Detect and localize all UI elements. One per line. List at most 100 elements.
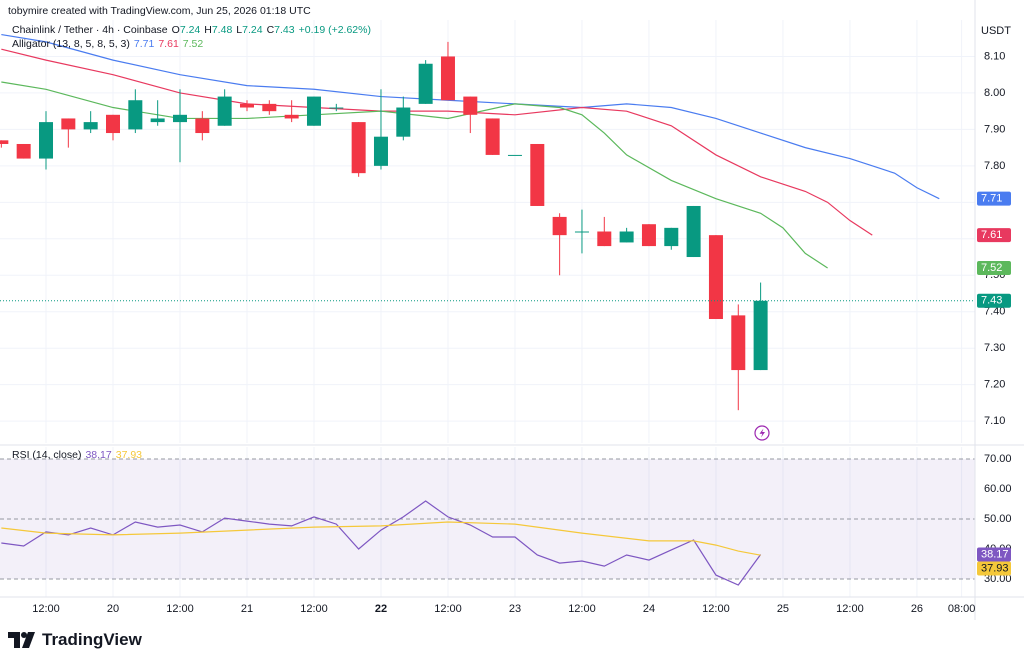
line-series [1, 48, 873, 236]
candle-body [753, 300, 768, 371]
price-tag-label: 38.17 [981, 548, 1009, 560]
price-tag-label: 7.43 [981, 295, 1002, 307]
ohlc-label: H [204, 24, 212, 36]
symbol-legend: Chainlink / Tether · 4h · Coinbase O7.24 H… [12, 24, 375, 36]
y-tick-label: 60.00 [984, 483, 1012, 495]
y-tick-label: 8.00 [984, 87, 1005, 99]
candle-body [128, 100, 143, 130]
ohlc-value: 7.24 [179, 24, 201, 36]
price-tag [977, 293, 1011, 308]
y-tick-label: 8.10 [984, 50, 1005, 62]
ohlc-value: 7.24 [242, 24, 263, 36]
y-tick-label: 7.40 [984, 306, 1005, 318]
footer-logo: TradingView [8, 630, 142, 650]
x-tick-label: 22 [375, 603, 387, 615]
y-tick-label: 7.10 [984, 415, 1005, 427]
y-tick-label: 70.00 [984, 453, 1012, 465]
ohlc-label: L [236, 24, 243, 36]
x-tick-label: 12:00 [32, 603, 60, 615]
x-tick-label: 12:00 [434, 603, 462, 615]
y-tick-label: 7.90 [984, 123, 1005, 135]
candle-body [418, 63, 433, 104]
indicator-value: 7.52 [182, 38, 204, 50]
price-tag [977, 191, 1011, 206]
price-tag-label: 37.93 [981, 562, 1009, 574]
candle-body [16, 143, 31, 159]
price-tag-label: 7.71 [981, 193, 1002, 205]
candle-body [262, 103, 277, 112]
ohlc-value: 7.43 [274, 24, 295, 36]
x-tick-label: 08:00 [948, 603, 976, 615]
candle-body [440, 56, 455, 101]
line-series [1, 81, 828, 269]
x-tick-label: 12:00 [702, 603, 730, 615]
candle-body [485, 118, 500, 155]
candle-body [396, 107, 411, 137]
rsi-pane [1, 500, 762, 586]
candle-body [61, 118, 76, 130]
candle-body [597, 231, 612, 247]
price-tag [977, 228, 1011, 243]
x-tick-label: 21 [241, 603, 253, 615]
x-tick-label: 12:00 [568, 603, 596, 615]
line-series [1, 33, 940, 200]
price-pane [0, 33, 975, 411]
ohlc-label: O [171, 24, 180, 36]
rsi-legend: RSI (14, close) 38.17 37.93 [12, 449, 146, 461]
candle-body [530, 143, 545, 206]
candle-body [172, 114, 187, 123]
candle-body [708, 235, 723, 320]
axes: 8.108.007.907.807.707.607.507.407.307.20… [32, 50, 1011, 615]
candle-body [641, 224, 656, 247]
candle-body [105, 114, 120, 134]
candle-body [664, 227, 679, 247]
price-tag-label: 7.52 [981, 262, 1002, 274]
price-unit: USDT [981, 25, 1011, 37]
candle-body [552, 216, 567, 236]
indicator-value: 7.71 [133, 38, 155, 50]
y-tick-label: 7.30 [984, 342, 1005, 354]
candle-body [731, 315, 746, 371]
symbol-title: Chainlink / Tether · 4h · Coinbase [12, 24, 168, 36]
x-tick-label: 25 [777, 603, 789, 615]
indicator-legend: Alligator (13, 8, 5, 8, 5, 3) 7.71 7.61 7.5… [12, 38, 207, 50]
indicator-name: RSI (14, close) [12, 449, 82, 461]
y-tick-label: 7.20 [984, 379, 1005, 391]
x-tick-label: 26 [911, 603, 923, 615]
price-grid [0, 20, 975, 597]
candle-body [574, 231, 589, 233]
candle-body [284, 114, 299, 119]
event-icon [754, 425, 770, 441]
indicator-value: 37.93 [115, 449, 143, 461]
ohlc-value: 7.48 [211, 24, 233, 36]
line-series [1, 521, 761, 556]
candle-body [463, 96, 478, 115]
logo-icon [8, 632, 35, 648]
rsi-background [0, 458, 975, 580]
x-tick-label: 24 [643, 603, 655, 615]
candle-body [306, 96, 321, 126]
candle-body [239, 103, 254, 108]
candle-body [39, 122, 54, 159]
candle-body [686, 205, 701, 258]
y-tick-label: 30.00 [984, 573, 1012, 585]
logo-text: TradingView [42, 630, 142, 649]
indicator-value: 7.61 [158, 38, 179, 50]
price-tag [977, 561, 1011, 576]
y-tick-label: 50.00 [984, 513, 1012, 525]
candle-body [329, 107, 344, 109]
ohlc-label: C [266, 24, 275, 36]
candle-body [0, 140, 9, 144]
candle-body [351, 122, 366, 174]
indicator-name: Alligator (13, 8, 5, 8, 5, 3) [12, 38, 130, 50]
x-tick-label: 12:00 [300, 603, 328, 615]
line-series [1, 500, 762, 586]
candle-body [195, 118, 210, 134]
candle-body [619, 231, 634, 243]
x-tick-label: 23 [509, 603, 521, 615]
candle-body [217, 96, 232, 126]
candle-body [83, 122, 98, 130]
indicator-value: 38.17 [85, 449, 112, 461]
price-tag-label: 7.61 [981, 229, 1002, 241]
